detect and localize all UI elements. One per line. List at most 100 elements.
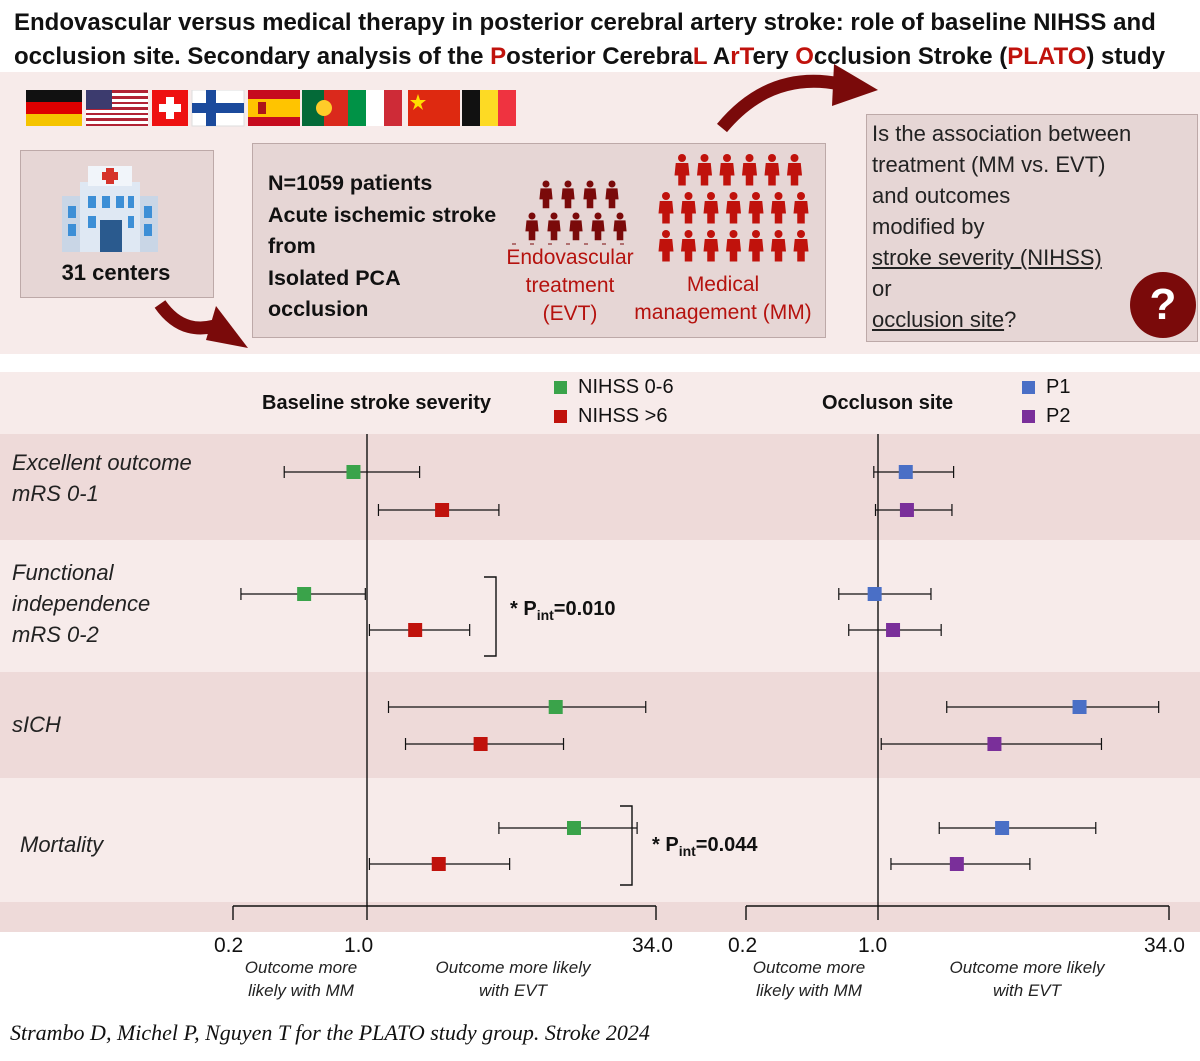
pint-mortality-star: * P (652, 834, 679, 856)
mm-person (658, 192, 674, 224)
pint-functional: * Pint=0.010 (510, 598, 616, 623)
ci-point (890, 857, 1031, 871)
mm-person (787, 154, 802, 186)
row-band-3 (0, 672, 1200, 778)
patients-desc-2: from (268, 234, 316, 258)
left-plot-title: Baseline stroke severity (262, 392, 492, 414)
left-tick-2: 34.0 (632, 934, 673, 957)
left-note-evt: Outcome more likely with EVT (424, 956, 602, 1002)
pint-functional-star: * P (510, 598, 537, 620)
centers-label: 31 centers (61, 260, 171, 285)
ci-point (873, 465, 955, 479)
legend-swatch-p2 (1022, 410, 1035, 423)
outcome-label-sich: sICH (12, 712, 61, 737)
patients-desc-1: Acute ischemic stroke (268, 203, 497, 227)
evt-person (547, 212, 561, 241)
left-note-evt-2: with EVT (478, 981, 548, 1000)
legend-swatch-p1 (1022, 381, 1035, 394)
ci-point (240, 587, 366, 601)
question-line-6: or (872, 276, 892, 301)
china-flag (408, 90, 460, 126)
mm-person (793, 192, 809, 224)
right-tick-0: 0.2 (728, 934, 758, 957)
evt-person (583, 180, 597, 209)
question-mark-icon: ? (1130, 272, 1196, 338)
header-band (0, 372, 1200, 434)
figure-title: Endovascular versus medical therapy in p… (14, 9, 1166, 70)
patients-desc-4: occlusion (268, 297, 369, 321)
mm-person (764, 154, 780, 186)
ci-point (946, 700, 1160, 714)
ci-point (848, 623, 942, 637)
question-mark-end: ? (1004, 307, 1017, 332)
outcome-functional-line-2: independence (12, 591, 151, 616)
question-line-4: modified by (872, 214, 985, 239)
row-band-1 (0, 434, 1200, 540)
ci-point (880, 737, 1103, 751)
pint-mortality: * Pint=0.044 (652, 834, 758, 859)
switzerland-flag (152, 90, 188, 126)
ci-point (838, 587, 932, 601)
ci-point (498, 821, 638, 835)
mm-person (681, 192, 696, 224)
usa-flag (86, 90, 148, 126)
mm-person (726, 230, 741, 262)
legend-label-nihss-low: NIHSS 0-6 (578, 376, 674, 398)
left-tick-0: 0.2 (214, 934, 244, 957)
mm-person (697, 154, 712, 186)
row-band-2 (0, 540, 1200, 672)
arrow-head-1 (206, 306, 248, 348)
legend-swatch-nihss-high (554, 410, 567, 423)
mm-person (771, 192, 786, 224)
row-band-4 (0, 778, 1200, 902)
evt-people-icon (512, 180, 634, 245)
pint-mortality-value: =0.044 (695, 834, 758, 856)
question-line-3: and outcomes (872, 183, 1011, 208)
mm-person (674, 154, 690, 186)
right-tick-2: 34.0 (1144, 934, 1185, 957)
left-note-evt-1: Outcome more likely (435, 958, 591, 977)
ci-point (283, 465, 421, 479)
axis-band (0, 902, 1200, 932)
left-note-mm-1: Outcome more (244, 958, 358, 977)
ci-point (938, 821, 1097, 835)
outcome-excellent-line-2: mRS 0-1 (12, 481, 99, 506)
ci-point (874, 503, 953, 517)
mm-person (793, 230, 809, 262)
mm-label-line-2: management (MM) (634, 301, 812, 324)
patients-desc-3: Isolated PCA (268, 266, 401, 290)
flow-arrows (154, 64, 878, 348)
right-note-evt: Outcome more likely with EVT (938, 956, 1116, 1002)
mm-person (703, 230, 719, 262)
evt-person (525, 212, 539, 241)
research-question: Is the association between treatment (MM… (872, 118, 1192, 335)
ci-point (377, 503, 500, 517)
outcome-functional-line-3: mRS 0-2 (12, 622, 99, 647)
pint-functional-sub: int (536, 607, 554, 623)
finland-flag (191, 90, 245, 127)
germany-flag (26, 90, 82, 126)
evt-person (605, 180, 619, 209)
evt-person (591, 212, 605, 241)
ci-point (368, 623, 471, 637)
legend-label-nihss-high: NIHSS >6 (578, 405, 668, 427)
country-flags (26, 90, 516, 127)
outcome-functional-line-1: Functional (12, 560, 114, 585)
arrow-patients-to-question-icon (716, 74, 842, 133)
mm-person (771, 230, 786, 262)
arrow-head-2 (832, 64, 878, 106)
mm-person (748, 192, 764, 224)
mm-person (748, 230, 764, 262)
citation: Strambo D, Michel P, Nguyen T for the PL… (10, 1020, 650, 1045)
italy-flag (348, 90, 402, 126)
mm-label-line-1: Medical (686, 273, 760, 296)
hospital-icon (62, 166, 158, 252)
left-note-mm: Outcome more likely with MM (226, 956, 376, 1002)
legend-label-p2: P2 (1046, 405, 1071, 427)
evt-person (539, 180, 553, 209)
forest-plots-svg (232, 434, 1170, 920)
right-note-evt-1: Outcome more likely (949, 958, 1105, 977)
interaction-bracket (484, 576, 497, 657)
question-line-2: treatment (MM vs. EVT) (872, 152, 1106, 177)
right-tick-1: 1.0 (858, 934, 888, 957)
